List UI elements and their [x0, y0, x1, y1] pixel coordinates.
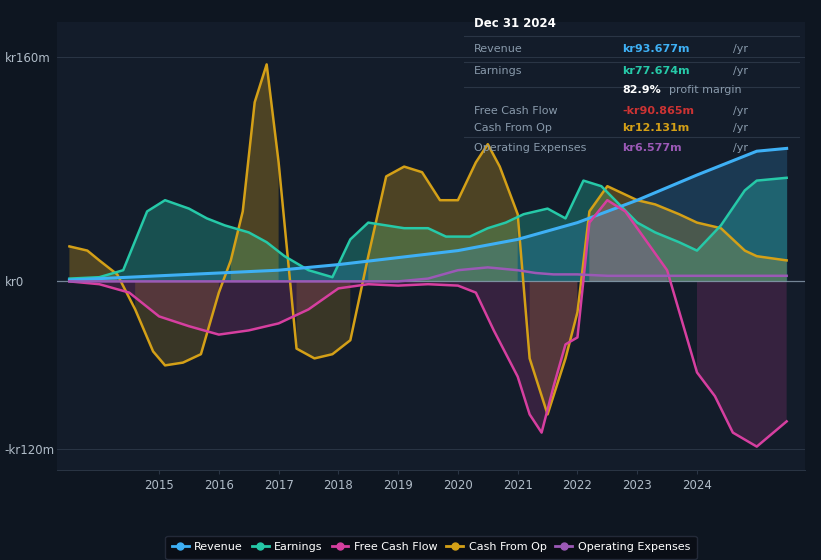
Text: /yr: /yr — [733, 106, 748, 115]
Text: Dec 31 2024: Dec 31 2024 — [474, 17, 556, 30]
Text: kr12.131m: kr12.131m — [622, 123, 690, 133]
Text: -kr90.865m: -kr90.865m — [622, 106, 694, 115]
Text: Earnings: Earnings — [474, 66, 522, 76]
Text: kr93.677m: kr93.677m — [622, 44, 690, 54]
Text: Operating Expenses: Operating Expenses — [474, 143, 586, 153]
Text: /yr: /yr — [733, 143, 748, 153]
Text: Free Cash Flow: Free Cash Flow — [474, 106, 557, 115]
Text: Cash From Op: Cash From Op — [474, 123, 552, 133]
Legend: Revenue, Earnings, Free Cash Flow, Cash From Op, Operating Expenses: Revenue, Earnings, Free Cash Flow, Cash … — [166, 535, 696, 559]
Text: /yr: /yr — [733, 44, 748, 54]
Text: profit margin: profit margin — [669, 85, 742, 95]
Text: kr77.674m: kr77.674m — [622, 66, 690, 76]
Text: kr6.577m: kr6.577m — [622, 143, 681, 153]
Text: /yr: /yr — [733, 123, 748, 133]
Text: 82.9%: 82.9% — [622, 85, 661, 95]
Text: /yr: /yr — [733, 66, 748, 76]
Text: Revenue: Revenue — [474, 44, 523, 54]
